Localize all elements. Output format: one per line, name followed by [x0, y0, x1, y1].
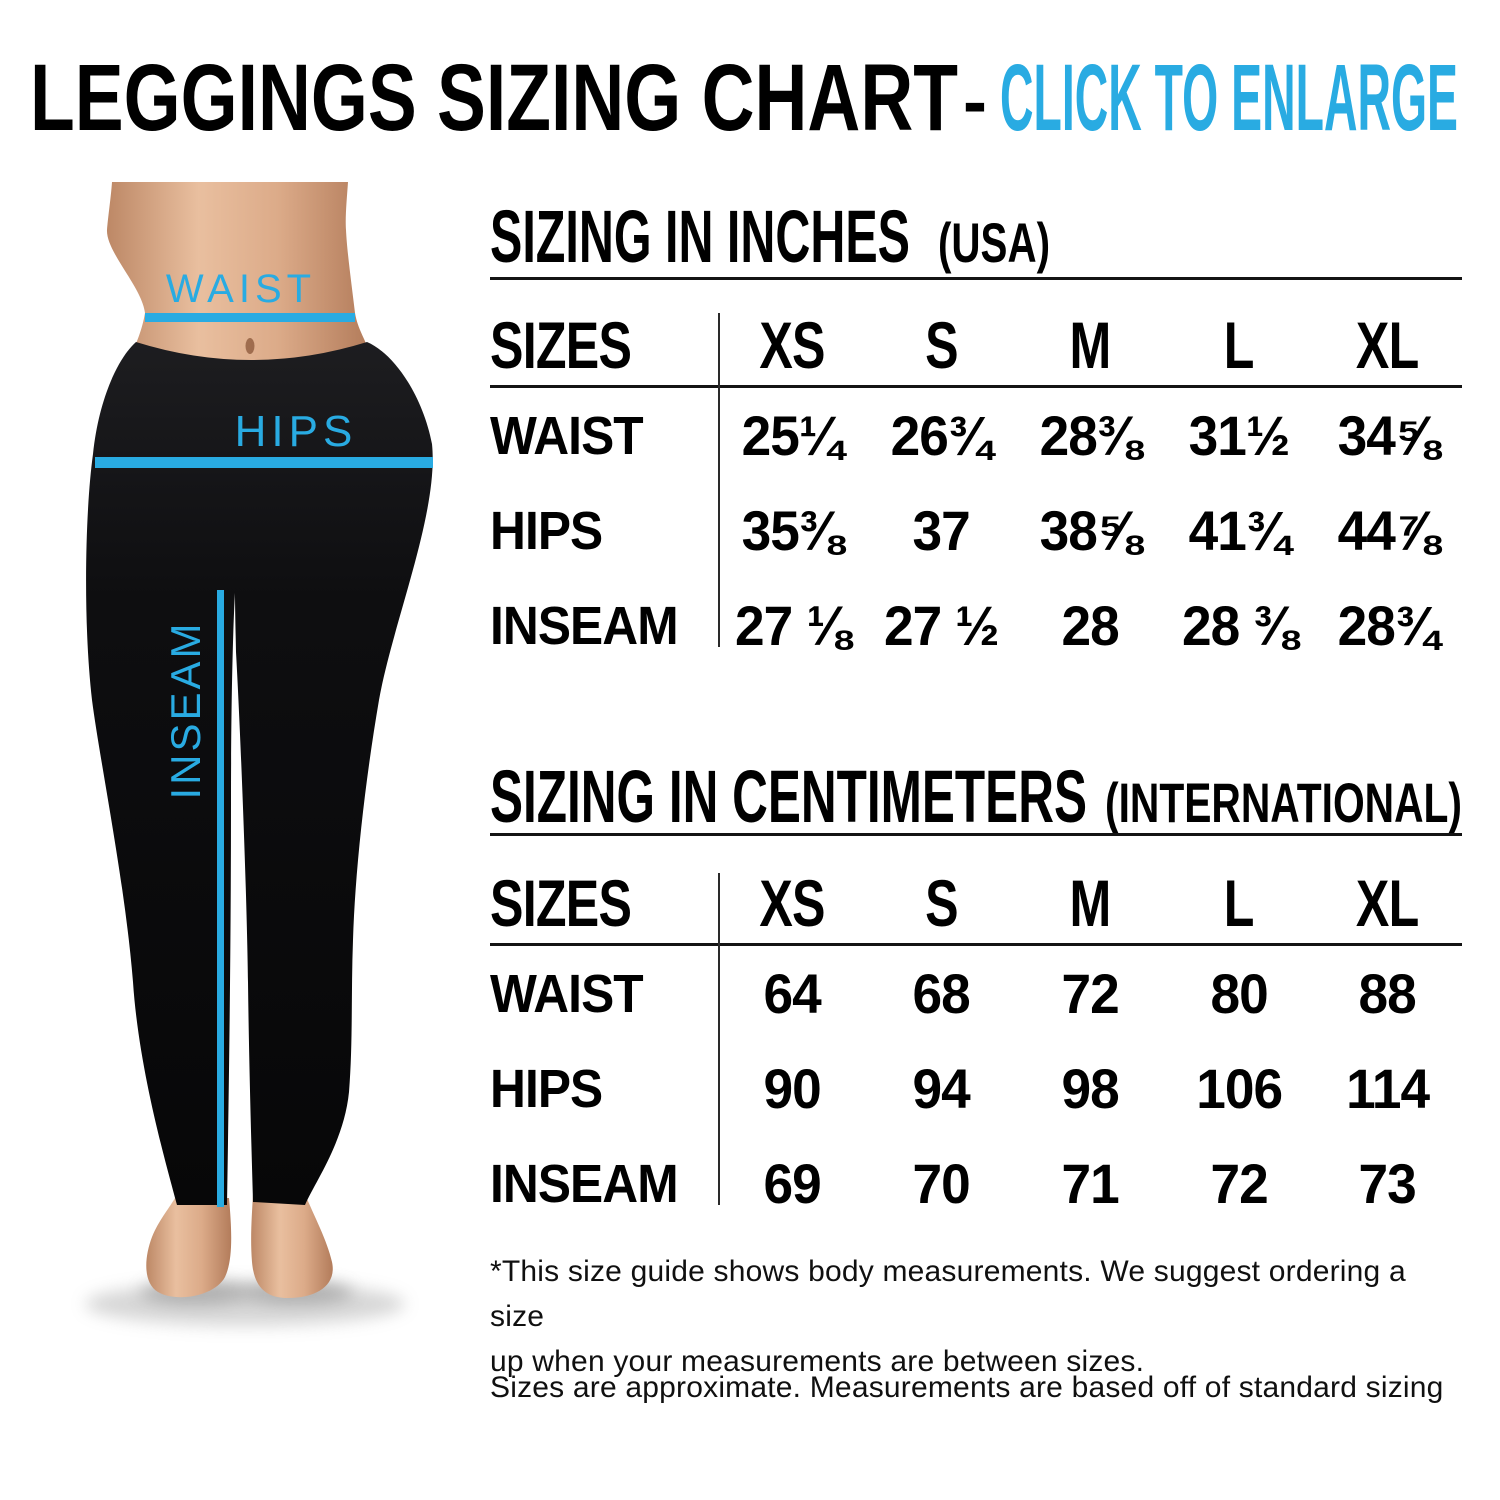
- table-header-row: SIZES XS S M L XL: [490, 863, 1462, 946]
- cell-value: 98: [1061, 1057, 1119, 1120]
- cell-value: 28⅜: [1039, 404, 1142, 467]
- cell-value: 41¾: [1188, 499, 1290, 562]
- inches-heading-text: SIZING IN INCHES: [490, 196, 910, 276]
- navel: [245, 338, 255, 354]
- size-col-s: S: [924, 308, 958, 382]
- cell-value: 25¼: [742, 404, 844, 467]
- row-label: WAIST: [490, 963, 644, 1024]
- approx-note: Sizes are approximate. Measurements are …: [490, 1365, 1450, 1410]
- cell-value: 35⅜: [742, 499, 844, 562]
- cell-value: 27 ⅛: [735, 594, 850, 657]
- cell-value: 27 ½: [883, 594, 999, 657]
- cell-value: 26¾: [890, 404, 993, 467]
- size-col-l: L: [1223, 308, 1255, 382]
- size-note-line: *This size guide shows body measurements…: [490, 1255, 1406, 1333]
- divider: [490, 833, 1462, 836]
- cell-value: 70: [912, 1152, 971, 1215]
- waist-label: WAIST: [166, 267, 316, 311]
- cell-value: 69: [763, 1152, 822, 1215]
- title-dash: -: [963, 62, 987, 142]
- right-foot: [251, 1194, 333, 1298]
- cell-value: 80: [1210, 962, 1268, 1025]
- hips-label: HIPS: [235, 407, 358, 456]
- cell-value: 64: [763, 962, 822, 1025]
- column-divider: [718, 873, 720, 1205]
- cell-value: 38⅝: [1039, 499, 1142, 562]
- left-foot: [146, 1198, 232, 1298]
- cell-value: 44⅞: [1337, 499, 1439, 562]
- leggings: [86, 342, 433, 1205]
- row-label: HIPS: [490, 1058, 603, 1119]
- size-note: *This size guide shows body measurements…: [490, 1249, 1450, 1384]
- table-row: INSEAM 69 70 71 72 73: [490, 1136, 1462, 1231]
- inseam-line: [217, 590, 224, 1207]
- row-label: INSEAM: [490, 1153, 679, 1214]
- leggings-figure[interactable]: WAIST HIPS INSEAM: [55, 182, 455, 1352]
- table-header-row: SIZES XS S M L XL: [490, 305, 1462, 388]
- size-col-xs: XS: [759, 866, 826, 940]
- size-col-xs: XS: [759, 308, 826, 382]
- size-col-m: M: [1069, 866, 1111, 940]
- waist-line: [145, 313, 355, 322]
- cell-value: 68: [912, 962, 971, 1025]
- torso: [106, 182, 369, 387]
- cell-value: 72: [1061, 962, 1119, 1025]
- table-row: INSEAM 27 ⅛ 27 ½ 28 28 ⅜ 28¾: [490, 578, 1462, 673]
- cm-heading-text: SIZING IN CENTIMETERS: [490, 756, 1087, 836]
- page-title: LEGGINGS SIZING CHART: [30, 45, 958, 150]
- cm-heading-suffix: (INTERNATIONAL): [1105, 771, 1462, 834]
- row-label: WAIST: [490, 405, 644, 466]
- cell-value: 28 ⅜: [1181, 594, 1297, 657]
- hips-line: [95, 457, 433, 468]
- cell-value: 28: [1061, 594, 1119, 657]
- inches-heading-suffix: (USA): [938, 211, 1050, 274]
- table-row: HIPS 90 94 98 106 114: [490, 1041, 1462, 1136]
- size-note-line: up when your measurements are between si…: [490, 1345, 1145, 1378]
- table-row: WAIST 64 68 72 80 88: [490, 946, 1462, 1041]
- sizes-header: SIZES: [490, 866, 632, 940]
- cell-value: 71: [1061, 1152, 1119, 1215]
- title-bar: LEGGINGS SIZING CHART - CLICK TO ENLARGE: [30, 45, 1458, 150]
- cell-value: 106: [1195, 1057, 1283, 1120]
- cell-value: 90: [763, 1057, 822, 1120]
- inseam-label: INSEAM: [162, 620, 209, 799]
- size-col-xl: XL: [1356, 866, 1419, 940]
- cell-value: 37: [912, 499, 971, 562]
- table-row: HIPS 35⅜ 37 38⅝ 41¾ 44⅞: [490, 483, 1462, 578]
- inches-table: SIZES XS S M L XL WAIST 25¼ 26¾ 28⅜ 31½ …: [490, 305, 1462, 673]
- cell-value: 34⅝: [1337, 404, 1439, 467]
- sizes-header: SIZES: [490, 308, 632, 382]
- row-label: INSEAM: [490, 595, 679, 656]
- approx-note-line: Sizes are approximate. Measurements are …: [490, 1371, 1444, 1404]
- size-col-xl: XL: [1356, 308, 1419, 382]
- size-col-m: M: [1069, 308, 1111, 382]
- cm-heading: SIZING IN CENTIMETERS (INTERNATIONAL): [490, 756, 1462, 836]
- inches-heading: SIZING IN INCHES (USA): [490, 196, 1050, 276]
- row-label: HIPS: [490, 500, 603, 561]
- cell-value: 28¾: [1337, 594, 1439, 657]
- click-to-enlarge-link[interactable]: CLICK TO ENLARGE: [1000, 45, 1458, 150]
- size-col-s: S: [924, 866, 958, 940]
- cm-table: SIZES XS S M L XL WAIST 64 68 72 80 88 H…: [490, 863, 1462, 1231]
- cell-value: 72: [1210, 1152, 1268, 1215]
- cell-value: 31½: [1188, 404, 1290, 467]
- size-col-l: L: [1223, 866, 1255, 940]
- cell-value: 94: [912, 1057, 971, 1120]
- cell-value: 88: [1358, 962, 1417, 1025]
- cell-value: 114: [1346, 1057, 1430, 1120]
- column-divider: [718, 313, 720, 647]
- cell-value: 73: [1358, 1152, 1417, 1215]
- divider: [490, 277, 1462, 280]
- table-row: WAIST 25¼ 26¾ 28⅜ 31½ 34⅝: [490, 388, 1462, 483]
